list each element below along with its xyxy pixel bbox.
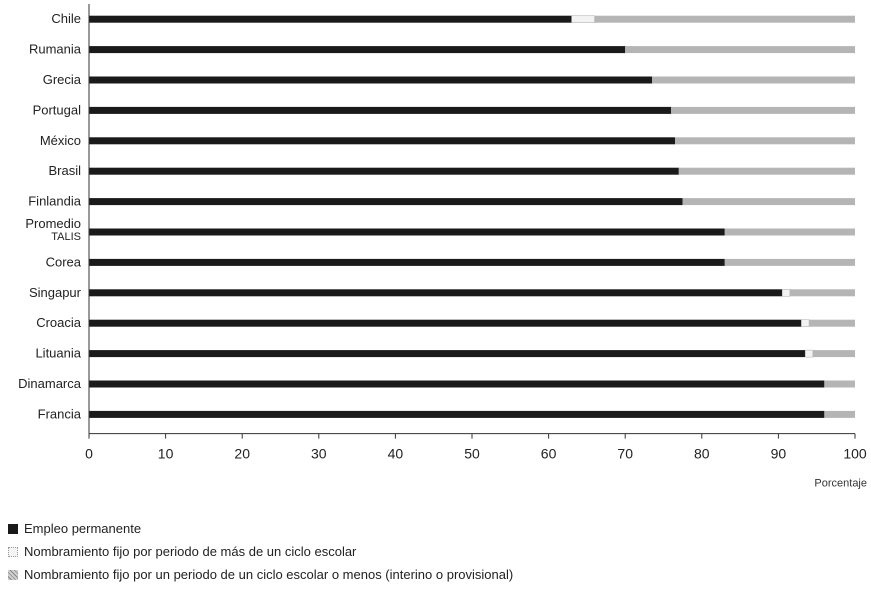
bar-segment-3	[652, 76, 855, 84]
category-label: Finlandia	[28, 194, 82, 209]
x-tick-label: 70	[617, 446, 633, 462]
category-label: Corea	[46, 254, 82, 269]
bar-segment-1	[89, 258, 725, 266]
bar-segment-1	[89, 137, 675, 145]
bar-segment-3	[682, 198, 855, 206]
bar-segment-1	[89, 46, 626, 54]
category-label: Grecia	[43, 72, 82, 87]
bar-segment-3	[594, 15, 855, 23]
bar-segment-3	[824, 380, 855, 388]
bar-segment-1	[89, 410, 825, 418]
bar-segment-1	[89, 289, 783, 297]
x-tick-label: 80	[694, 446, 710, 462]
bar-segment-1	[89, 380, 825, 388]
bar-segment-1	[89, 350, 806, 358]
bar-segment-1	[89, 198, 683, 206]
x-tick-label: 40	[388, 446, 404, 462]
category-label: Francia	[38, 406, 82, 421]
category-label: Portugal	[33, 102, 82, 117]
bars-group	[89, 15, 855, 418]
bar-segment-3	[671, 106, 855, 114]
x-tick-label: 100	[843, 446, 867, 462]
bar-segment-3	[724, 228, 855, 236]
x-tick-label: 60	[541, 446, 557, 462]
legend-label-fixed-long: Nombramiento fijo por periodo de más de …	[24, 544, 357, 559]
category-label: Lituania	[35, 346, 81, 361]
category-labels: Chile Rumania Grecia Portugal México Brasil Fi…	[18, 11, 82, 421]
category-label: Dinamarca	[18, 376, 82, 391]
bar-segment-2	[781, 289, 791, 297]
x-axis-title: Porcentaje	[814, 478, 867, 490]
bar-segment-3	[812, 350, 855, 358]
bar-segment-3	[724, 258, 855, 266]
bar-segment-1	[89, 15, 572, 23]
category-label: Brasil	[48, 163, 81, 178]
bar-segment-3	[789, 289, 855, 297]
bar-segment-1	[89, 319, 802, 327]
stacked-bar-chart: Chile Rumania Grecia Portugal México Brasil Fi…	[18, 4, 867, 490]
bar-segment-1	[89, 106, 672, 114]
bar-segment-3	[674, 137, 855, 145]
x-tick-label: 10	[158, 446, 174, 462]
x-tick-label: 30	[311, 446, 327, 462]
legend-label-permanent: Empleo permanente	[24, 521, 142, 536]
bar-segment-1	[89, 167, 679, 175]
x-tick-label: 20	[234, 446, 250, 462]
category-label: Chile	[51, 11, 81, 26]
x-tick-label: 90	[771, 446, 787, 462]
bar-segment-2	[804, 349, 814, 358]
legend-swatch-fixed-long	[8, 546, 18, 557]
legend: Empleo permanente Nombramiento fijo por …	[8, 517, 868, 586]
legend-swatch-permanent	[8, 523, 18, 534]
x-axis-ticks: 0 10 20 30 40 50 60 70 80 90 100	[85, 433, 867, 462]
x-tick-label: 0	[85, 446, 93, 462]
category-label: Rumania	[29, 42, 82, 57]
bar-segment-3	[824, 410, 855, 418]
bar-segment-2	[571, 15, 595, 23]
category-label: Singapur	[29, 285, 82, 300]
category-label: Croacia	[36, 315, 82, 330]
category-label: México	[40, 133, 81, 148]
bar-segment-3	[809, 319, 855, 327]
legend-item-permanent: Empleo permanente	[8, 517, 868, 540]
legend-swatch-fixed-short	[8, 569, 18, 580]
bar-segment-1	[89, 228, 725, 236]
legend-item-fixed-long: Nombramiento fijo por periodo de más de …	[8, 540, 868, 563]
legend-label-fixed-short: Nombramiento fijo por un periodo de un c…	[24, 567, 514, 582]
bar-segment-3	[678, 167, 855, 175]
legend-item-fixed-short: Nombramiento fijo por un periodo de un c…	[8, 563, 868, 586]
bar-segment-2	[801, 319, 810, 327]
x-tick-label: 50	[464, 446, 480, 462]
bar-segment-3	[625, 46, 855, 54]
category-label: Promedio TALIS	[25, 216, 81, 243]
bar-segment-1	[89, 76, 653, 84]
